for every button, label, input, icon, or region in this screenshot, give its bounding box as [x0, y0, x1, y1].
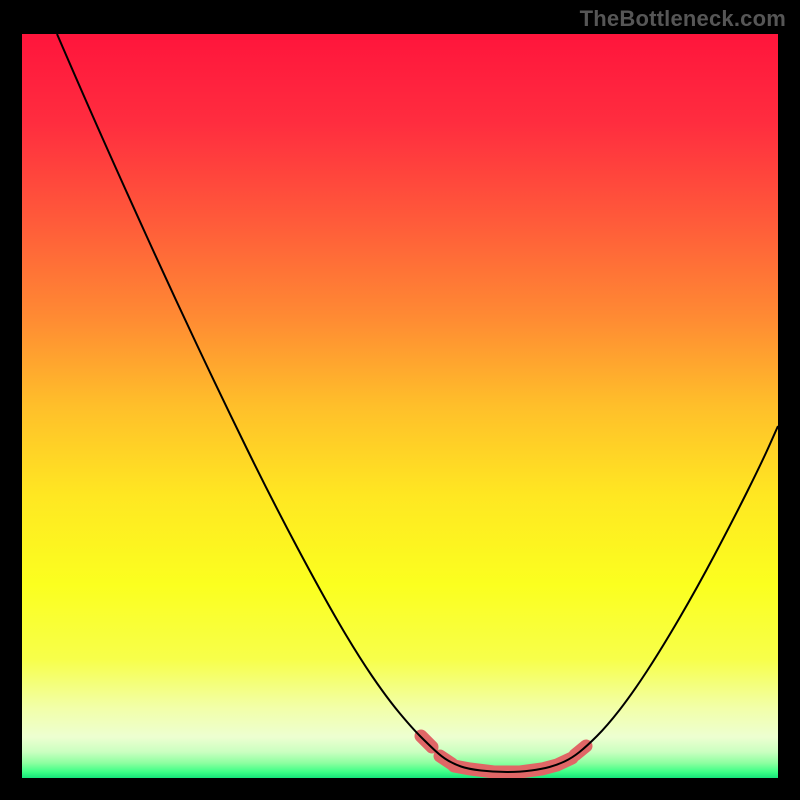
- plot-area: [22, 34, 778, 778]
- gradient-background: [22, 34, 778, 778]
- chart-container: TheBottleneck.com: [0, 0, 800, 800]
- plot-svg: [22, 34, 778, 778]
- watermark-text: TheBottleneck.com: [580, 6, 786, 32]
